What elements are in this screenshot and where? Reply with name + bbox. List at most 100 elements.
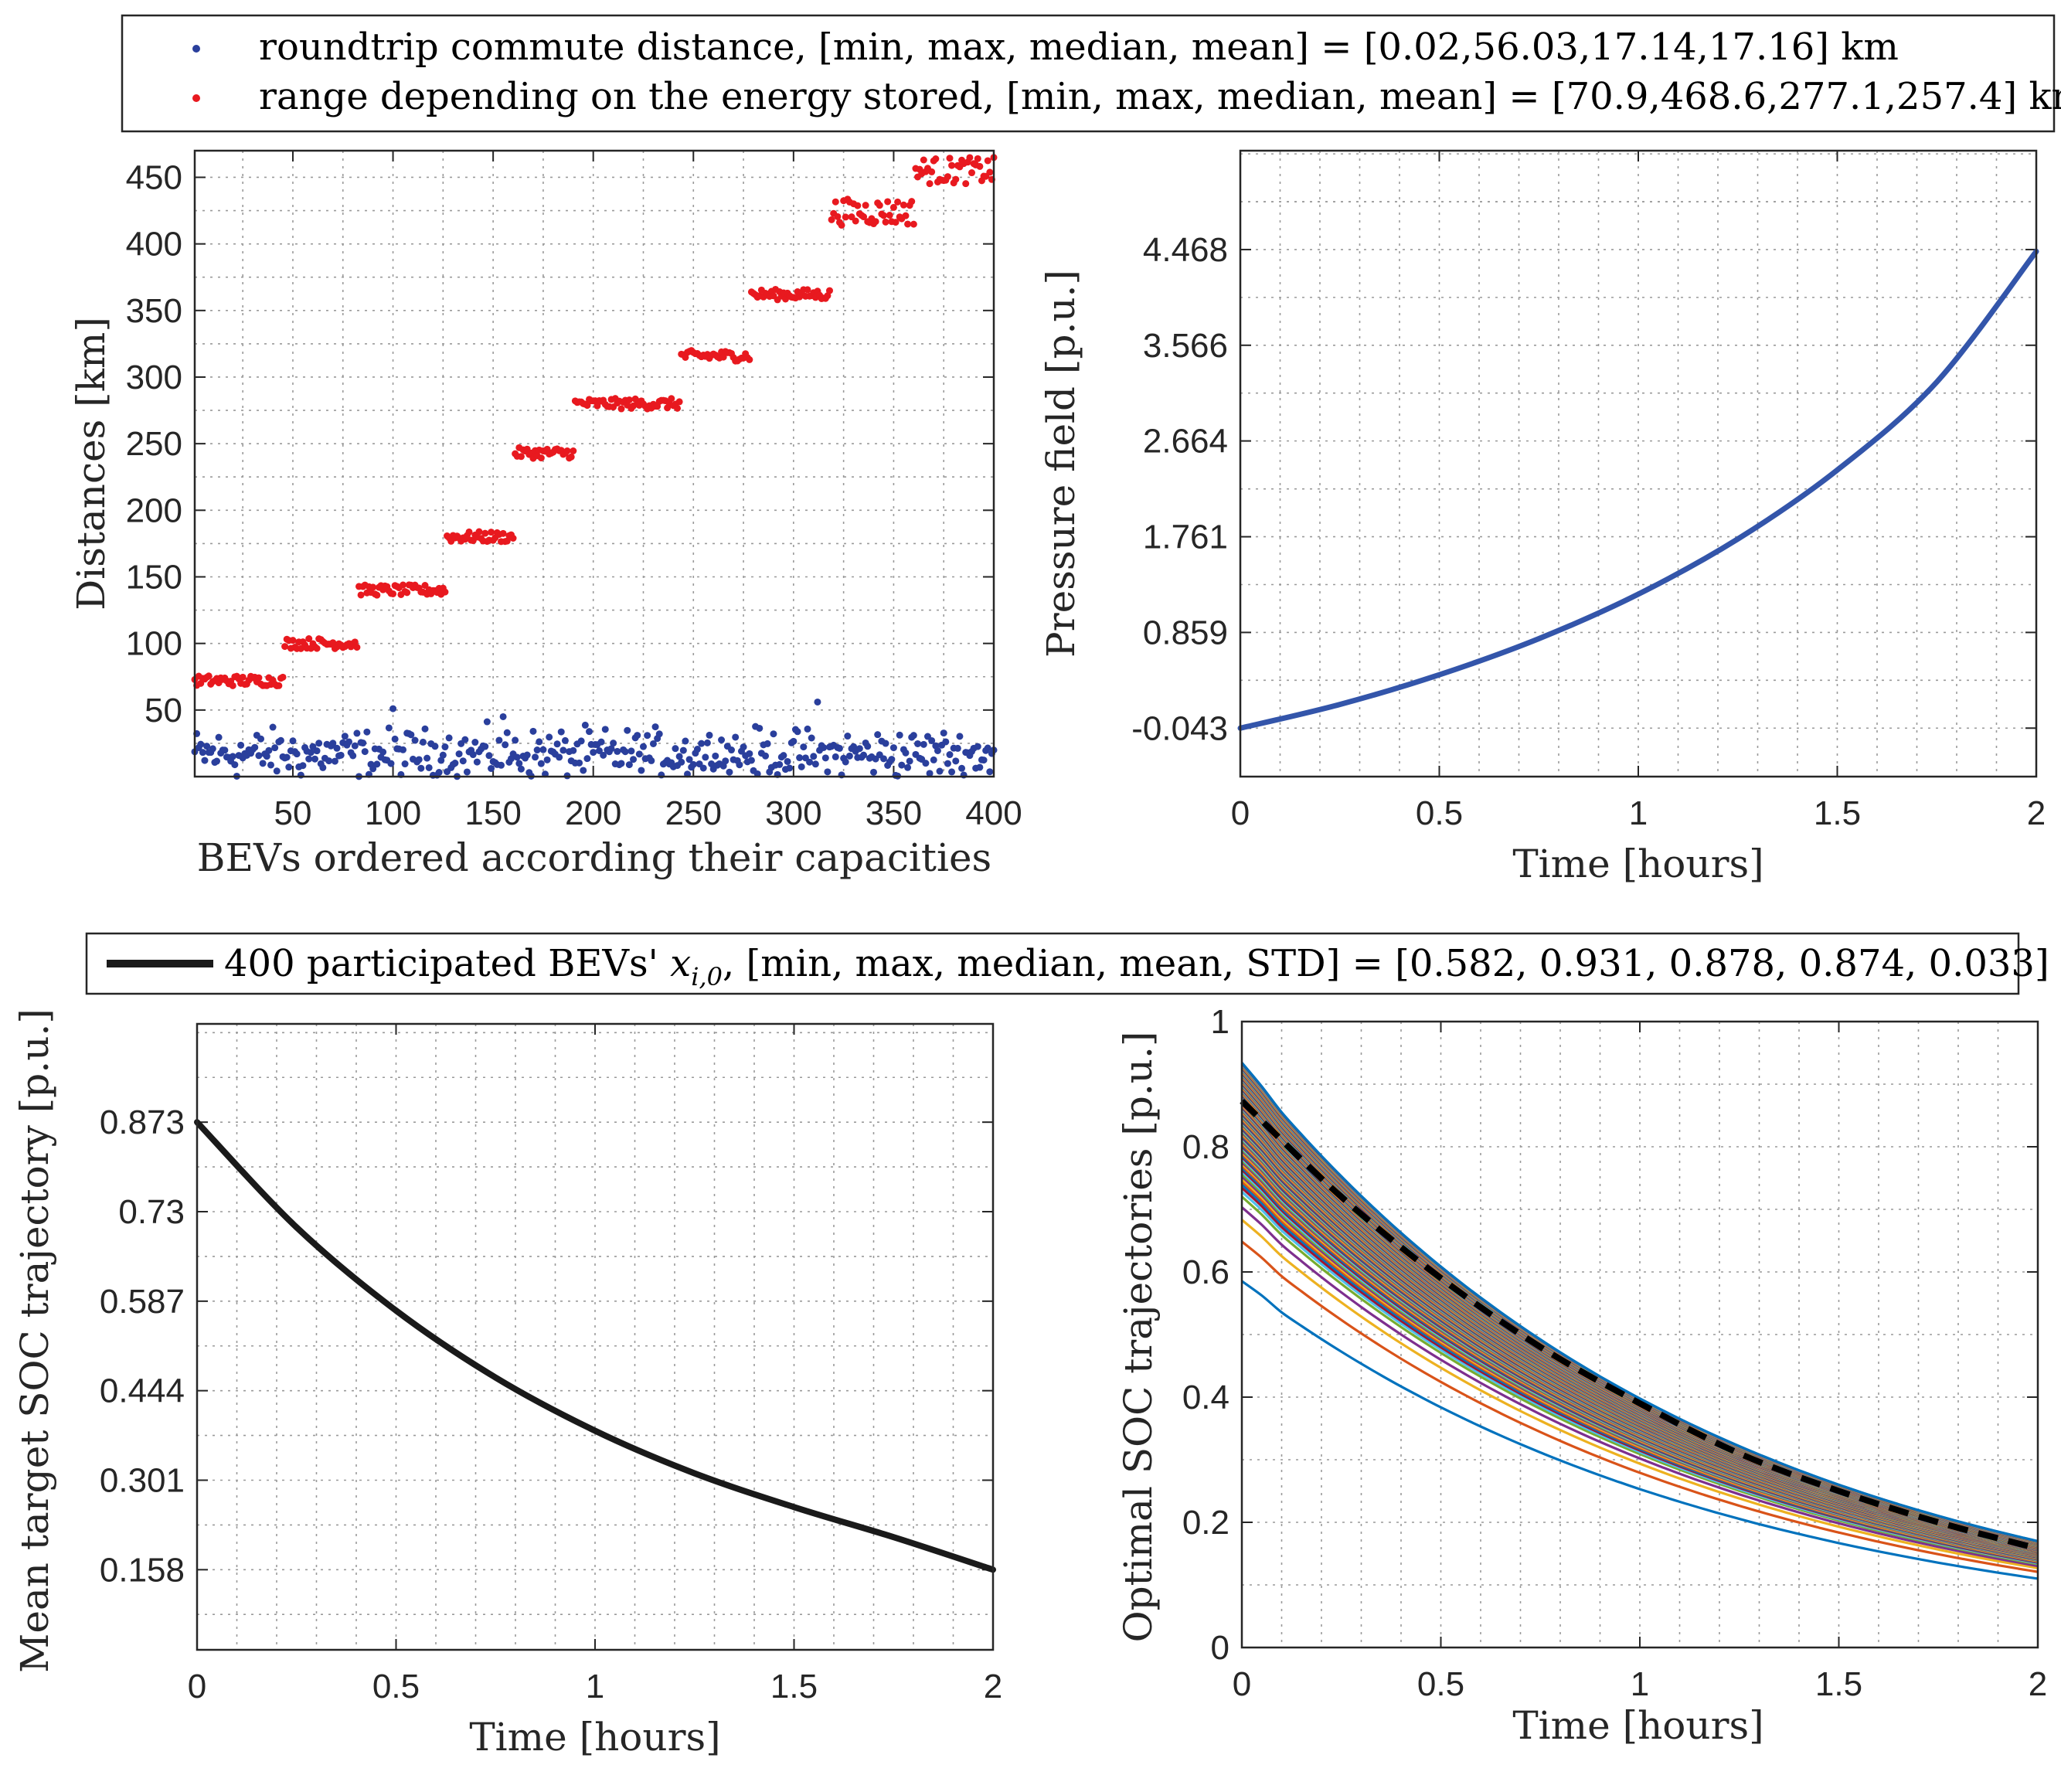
range-point xyxy=(872,218,879,226)
soc-trajectory xyxy=(1240,1081,2039,1546)
commute-point xyxy=(385,724,393,732)
range-point xyxy=(503,537,511,545)
commute-point xyxy=(703,739,711,746)
commute-point xyxy=(888,756,896,763)
commute-point xyxy=(898,761,906,769)
soc-trajectory xyxy=(1240,1080,2039,1545)
commute-point xyxy=(532,753,539,761)
commute-point xyxy=(345,738,353,746)
commute-point xyxy=(655,730,663,738)
range-point xyxy=(828,216,835,223)
range-point xyxy=(834,213,842,220)
pressure-grid xyxy=(1240,151,2037,777)
legend-entry-initial-soc-subscript: i,0 xyxy=(691,962,723,991)
commute-point xyxy=(600,751,607,759)
commute-point xyxy=(832,753,839,760)
range-point xyxy=(279,673,287,681)
legend-entry-initial-soc: 400 participated BEVs' xi,0, [min, max, … xyxy=(224,942,2049,991)
soc-trajectory xyxy=(1241,1280,2039,1580)
range-point xyxy=(583,402,591,410)
commute-point xyxy=(635,750,643,758)
commute-point xyxy=(576,759,583,767)
commute-point xyxy=(277,736,284,744)
optimal-soc-xtick-label-3: 1.5 xyxy=(1815,1665,1862,1703)
commute-point xyxy=(845,752,853,760)
distances-xtick-label-1: 100 xyxy=(365,794,421,832)
commute-point xyxy=(483,718,491,726)
pressure-xtick-label-0: 0 xyxy=(1231,794,1250,832)
commute-point xyxy=(627,747,635,755)
range-point xyxy=(976,162,984,170)
commute-point xyxy=(870,768,878,776)
range-point xyxy=(825,287,833,294)
commute-point xyxy=(267,761,274,769)
commute-point xyxy=(879,755,887,763)
commute-point xyxy=(928,736,936,744)
commute-point xyxy=(497,761,505,769)
distances-xtick-label-4: 250 xyxy=(665,794,722,832)
range-point xyxy=(229,682,236,689)
range-point xyxy=(313,644,321,652)
commute-point xyxy=(625,761,633,769)
commute-point xyxy=(401,760,409,768)
commute-point xyxy=(648,757,655,764)
commute-point xyxy=(699,764,707,772)
range-point xyxy=(465,528,473,536)
range-point xyxy=(966,154,974,162)
range-point xyxy=(832,198,839,206)
range-point xyxy=(928,168,936,175)
commute-point xyxy=(952,757,960,765)
commute-point xyxy=(746,750,753,757)
range-point xyxy=(962,180,970,188)
commute-point xyxy=(874,731,882,739)
soc-legend: 400 participated BEVs' xi,0, [min, max, … xyxy=(85,932,2049,995)
commute-point xyxy=(679,746,687,754)
commute-point xyxy=(341,733,349,740)
mean-target-ytick-label-5: 0.873 xyxy=(100,1103,185,1141)
commute-point xyxy=(251,743,259,751)
range-point xyxy=(373,591,381,599)
commute-point xyxy=(776,760,784,768)
commute-point xyxy=(515,760,523,767)
soc-trajectory xyxy=(1240,1063,2039,1543)
commute-point xyxy=(445,734,453,742)
distances-ticks: 50 100 150 200 250 300 350 400 50 100 150 200 250 300… xyxy=(126,151,1022,832)
pressure-ytick-label-4: 3.566 xyxy=(1143,327,1228,365)
commute-point xyxy=(351,742,359,750)
commute-point xyxy=(512,736,519,744)
range-point xyxy=(537,454,545,462)
legend-entry-commute: roundtrip commute distance, [min, max, m… xyxy=(259,26,1899,69)
commute-point xyxy=(319,763,327,771)
commute-point xyxy=(810,753,818,760)
commute-point xyxy=(209,745,216,753)
commute-point xyxy=(439,751,447,759)
range-point xyxy=(275,682,283,689)
commute-point xyxy=(499,712,507,720)
distances-xtick-label-0: 50 xyxy=(274,794,312,832)
range-point xyxy=(746,355,753,363)
commute-point xyxy=(614,747,621,755)
commute-point xyxy=(675,753,683,760)
range-point xyxy=(879,212,887,219)
commute-point xyxy=(672,745,679,753)
optimal-soc-xtick-label-1: 0.5 xyxy=(1417,1665,1464,1703)
commute-point xyxy=(337,751,345,759)
range-point xyxy=(369,583,377,591)
range-point xyxy=(838,221,845,229)
range-point xyxy=(900,201,907,209)
commute-point xyxy=(502,741,509,749)
commute-point xyxy=(325,757,333,765)
commute-point xyxy=(736,761,743,769)
commute-point xyxy=(536,738,543,746)
commute-point xyxy=(259,760,267,767)
commute-point xyxy=(722,757,730,765)
commute-point xyxy=(503,729,511,736)
commute-point xyxy=(974,743,981,750)
mean-target-ytick-label-1: 0.301 xyxy=(100,1461,185,1499)
commute-point xyxy=(391,735,399,743)
commute-point xyxy=(537,760,545,767)
legend-entry-initial-soc-stats: , [min, max, median, mean, STD] = [0.582… xyxy=(723,942,2049,985)
commute-point xyxy=(273,767,281,775)
commute-point xyxy=(780,752,787,760)
